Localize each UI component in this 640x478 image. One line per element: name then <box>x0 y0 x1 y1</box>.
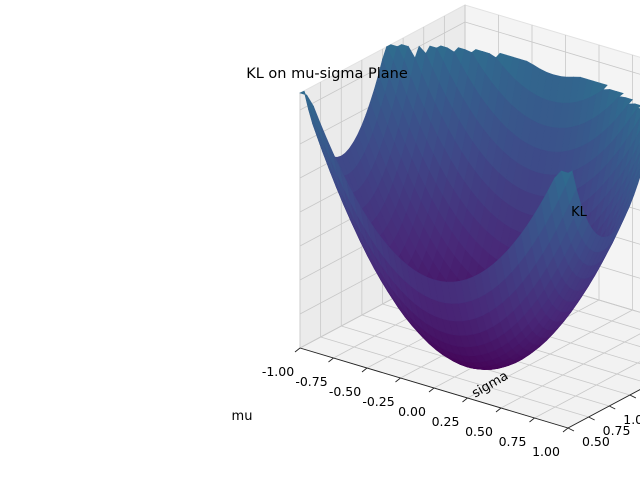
x-tick-label: -0.50 <box>329 384 361 399</box>
x-tick-label: 0.00 <box>398 404 426 419</box>
x-tick-label: -1.00 <box>262 364 294 379</box>
kl-surface <box>299 44 640 370</box>
x-tick <box>395 377 401 383</box>
y-axis-line <box>567 389 640 429</box>
y-tick <box>609 405 616 410</box>
surface-facet <box>560 170 573 187</box>
x-tick <box>294 347 301 353</box>
x-tick-label: -0.25 <box>362 394 394 409</box>
x-tick-label: 0.50 <box>465 424 493 439</box>
x-tick <box>361 367 368 373</box>
x-tick <box>462 397 468 403</box>
surface-facet <box>635 117 640 139</box>
x-tick <box>328 357 334 363</box>
grid-line-z-back <box>464 21 640 75</box>
x-tick <box>428 387 435 393</box>
chart-title: KL on mu-sigma Plane <box>246 66 408 82</box>
y-tick-label: 0.50 <box>582 434 610 449</box>
x-axis-label: mu <box>232 409 253 424</box>
surface-facet <box>635 168 640 185</box>
x-tick <box>495 407 502 413</box>
tick-labels: -1.00-0.75-0.50-0.250.000.250.500.751.00… <box>262 364 640 459</box>
x-tick-label: -0.75 <box>295 374 327 389</box>
x-tick-label: 1.00 <box>532 444 560 459</box>
y-tick <box>588 416 595 421</box>
z-axis-label: KL <box>571 205 588 220</box>
x-tick <box>529 417 535 423</box>
x-tick-label: 0.75 <box>499 434 527 449</box>
y-tick <box>629 394 637 399</box>
y-tick <box>567 427 575 432</box>
x-tick <box>562 427 569 433</box>
axes <box>294 347 640 433</box>
y-tick-label: 1.00 <box>623 412 640 427</box>
x-tick-label: 0.25 <box>432 414 460 429</box>
y-tick-label: 0.75 <box>603 423 631 438</box>
grid-line-y-floor <box>320 336 589 418</box>
